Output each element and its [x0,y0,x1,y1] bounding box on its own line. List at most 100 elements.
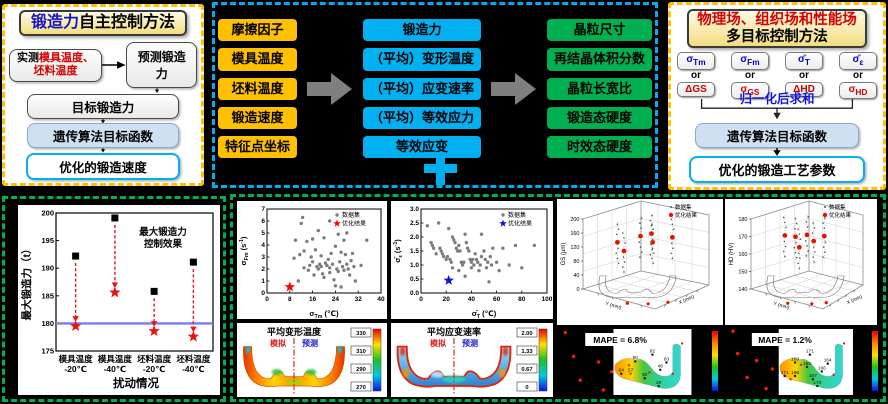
svg-text:预测: 预测 [462,338,478,348]
dataset-dot [745,375,749,380]
svg-text:7: 7 [261,206,265,213]
svg-text:120: 120 [570,245,579,251]
svg-text:优化结果: 优化结果 [342,220,366,228]
svg-text:166: 166 [818,365,826,371]
svg-text:170: 170 [813,380,821,386]
svg-text:0.0: 0.0 [410,290,419,297]
measure-predict-row: 实测模具温度、 坯料温度 预测锻造力 [9,42,197,89]
floor-contour-outline [598,275,677,298]
svg-text:63: 63 [664,356,670,362]
svg-text:-20℃: -20℃ [64,364,87,374]
arrow-down-icon [154,88,160,94]
svg-text:模具温度: 模具温度 [98,354,133,364]
flow-box: （平均）应变速率 [362,77,481,100]
field-sigma-box: σFm [731,52,769,70]
data-points [782,214,828,306]
optimized-speed-box: 优化的锻造速度 [26,153,180,181]
dataset-dot [578,378,583,382]
mape-label-box [585,333,655,346]
or-label: or [853,69,863,81]
flow-box: 时效态硬度 [547,136,653,159]
svg-text:270: 270 [356,385,366,391]
svg-text:σFm (s-1): σFm (s-1) [239,236,250,265]
force-panel-title: 锻造力自主控制方法 [18,10,188,37]
svg-text:180: 180 [41,319,54,328]
scatter-sigma-t: 0 20 40 60 80 100 0.0 0.5 1.0 1.5 2.0 2.5 3.0 σ̄T (℃)… [391,201,553,319]
dataset-dot [735,351,740,356]
plus-icon [424,152,457,185]
svg-text:169: 169 [791,356,799,362]
svg-text:优化结果: 优化结果 [829,211,852,219]
svg-text:32: 32 [355,296,363,303]
flow-box: 锻造速度 [217,106,297,130]
block-arrow-right-icon [491,73,536,105]
svg-text:5: 5 [261,230,265,237]
svg-text:1.0: 1.0 [410,262,419,269]
or-label: or [745,69,755,81]
svg-text:GS (μm): GS (μm) [561,243,567,266]
svg-text:平均应变速率: 平均应变速率 [427,326,481,337]
svg-text:180: 180 [738,217,747,223]
optimized-parameters-box: 优化的锻造工艺参数 [689,156,865,183]
objective-title-line2: 多目标控制方法 [726,28,828,45]
svg-text:-40℃: -40℃ [104,364,127,374]
svg-text:330: 330 [356,331,366,337]
objective-symbol-grid: σTm or ΔGS σFm or σGS σ̄T or ΔHD σ̄ε or σHD [677,52,877,99]
arrow-right-icon [101,61,126,70]
optimal-star [443,274,454,285]
svg-text:24: 24 [332,296,340,303]
svg-text:Y (mm): Y (mm) [773,301,791,311]
svg-text:1: 1 [261,278,265,285]
svg-text:2.00: 2.00 [521,331,532,337]
svg-text:MAPE = 1.2%: MAPE = 1.2% [758,335,812,345]
panel-multi-objective: 物理场、组织场和性能场 多目标控制方法 σTm or ΔGS σFm or σGS σ̄T o… [668,2,886,190]
force-title-highlight: 锻造力 [30,14,79,31]
block-arrow-right-icon [306,73,352,105]
mape-contour [614,343,681,389]
dataset-dot [764,386,768,391]
svg-text:模拟: 模拟 [430,338,446,348]
svg-text:290: 290 [356,367,366,373]
svg-text:3: 3 [261,254,265,261]
or-label: or [799,69,809,81]
ga-objective-box: 遗传算法目标函数 [27,123,179,149]
objective-pair-column: σ̄T or ΔHD [785,52,823,98]
svg-text:310: 310 [356,349,366,355]
microstructure-outputs-column: 晶粒尺寸 再结晶体积分数 晶粒长宽比 锻造态硬度 时效态硬度 [547,19,653,159]
svg-text:167: 167 [809,373,817,379]
svg-text:100: 100 [542,296,553,303]
svg-text:模拟: 模拟 [270,338,286,348]
objective-panel-title: 物理场、组织场和性能场 多目标控制方法 [687,9,867,49]
svg-text:预测: 预测 [302,338,318,348]
dataset-dot [770,367,775,371]
svg-text:171: 171 [806,348,814,354]
svg-text:200: 200 [570,217,579,223]
svg-text:最大锻造力: 最大锻造力 [139,226,187,238]
grid-lines [750,204,864,305]
flow-box: 特征点坐标 [217,136,297,159]
svg-text:数据集: 数据集 [342,211,360,219]
svg-text:6: 6 [261,218,265,225]
svg-text:2.5: 2.5 [410,220,419,227]
svg-text:坯料温度: 坯料温度 [137,354,172,364]
objective-delta-box: ΔGS [677,81,715,98]
dataset-dot [601,388,606,392]
svg-text:0: 0 [261,290,265,297]
measured-label: 实测 [16,52,39,65]
svg-text:57: 57 [628,368,634,374]
measured-temps-box: 实测模具温度、 坯料温度 [9,49,102,82]
svg-text:0: 0 [265,296,269,303]
measured-red-1: 模具温度、 [38,52,94,65]
dataset-dot [571,354,576,359]
svg-text:0: 0 [576,287,579,293]
section-contour [243,345,345,388]
flow-box: 等效应变 [362,136,481,159]
svg-text:166: 166 [791,370,799,376]
svg-text:64: 64 [619,368,625,374]
colorbar [372,328,382,392]
predicted-force-box: 预测锻造力 [126,42,197,89]
